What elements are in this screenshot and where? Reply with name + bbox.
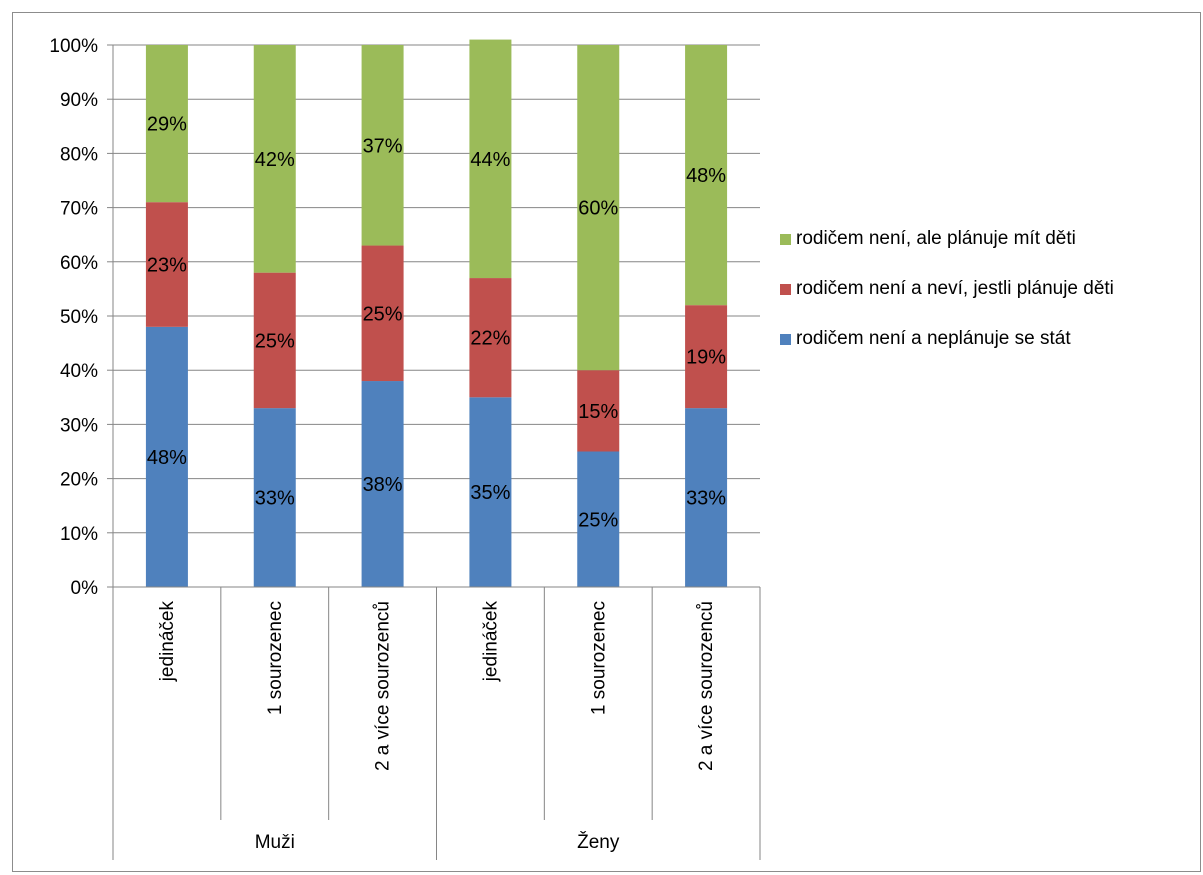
data-label: 19%: [686, 347, 726, 369]
legend-swatch: [780, 284, 791, 295]
x-category-label: jedináček: [157, 601, 178, 683]
x-category-label: jedináček: [480, 601, 501, 683]
y-tick-label: 70%: [60, 199, 98, 220]
x-axis-groups: Muži Ženy: [255, 831, 620, 853]
data-label: 25%: [578, 509, 618, 531]
data-label: 29%: [147, 114, 187, 136]
data-label: 48%: [686, 165, 726, 187]
bar-segment: [145, 202, 188, 327]
y-tick-label: 90%: [60, 90, 98, 111]
legend: rodičem není, ale plánuje mít děti rodiče…: [780, 225, 1190, 375]
data-label: 60%: [578, 198, 618, 220]
bar-segment: [253, 408, 296, 587]
data-labels: 48% 23% 29% 33% 25% 42% 38% 25% 37% 35% 22% 44% 25% 1…: [147, 114, 726, 532]
axes: [112, 45, 761, 860]
bar-segment: [577, 45, 620, 371]
y-tick-label: 60%: [60, 253, 98, 274]
bar-segment: [577, 370, 620, 452]
y-tick-label: 50%: [60, 307, 98, 328]
data-label: 22%: [470, 328, 510, 350]
data-label: 15%: [578, 401, 618, 423]
data-label: 33%: [686, 488, 726, 510]
bar-segment: [685, 408, 728, 587]
data-label: 33%: [255, 488, 295, 510]
y-tick-label: 0%: [71, 578, 99, 599]
legend-swatch: [780, 334, 791, 345]
data-label: 35%: [470, 482, 510, 504]
bar-segment: [361, 245, 404, 382]
data-label: 48%: [147, 447, 187, 469]
y-tick-label: 20%: [60, 470, 98, 491]
legend-label: rodičem není, ale plánuje mít děti: [796, 228, 1076, 249]
y-tick-label: 100%: [49, 36, 98, 57]
legend-swatch: [780, 234, 791, 245]
y-axis-ticks: 0% 10% 20% 30% 40% 50% 60% 70% 80% 90% 100%: [49, 36, 113, 599]
data-label: 37%: [363, 135, 403, 157]
legend-label: rodičem není a neví, jestli plánuje děti: [796, 278, 1114, 299]
y-tick-label: 10%: [60, 524, 98, 545]
data-label: 42%: [255, 149, 295, 171]
data-label: 25%: [363, 303, 403, 325]
data-label: 23%: [147, 255, 187, 277]
bar-segment: [577, 451, 620, 587]
data-label: 25%: [255, 330, 295, 352]
x-group-label: Muži: [255, 832, 295, 853]
x-category-label: 2 a více sourozenců: [696, 601, 717, 771]
bar-segment: [469, 39, 512, 279]
bars: [145, 39, 728, 587]
data-label: 44%: [470, 149, 510, 171]
x-category-label: 2 a více sourozenců: [373, 601, 394, 771]
y-tick-label: 40%: [60, 361, 98, 382]
x-category-label: 1 sourozenec: [588, 601, 609, 715]
x-category-label: 1 sourozenec: [265, 601, 286, 715]
bar-segment: [253, 45, 296, 273]
bar-segment: [253, 272, 296, 409]
bar-segment: [469, 278, 512, 398]
y-tick-label: 80%: [60, 144, 98, 165]
bar-segment: [685, 305, 728, 409]
bar-segment: [361, 45, 404, 246]
y-tick-label: 30%: [60, 415, 98, 436]
x-group-label: Ženy: [577, 831, 620, 853]
bar-segment: [685, 45, 728, 306]
bar-segment: [145, 45, 188, 203]
legend-item: rodičem není, ale plánuje mít děti: [780, 225, 1190, 252]
x-axis-categories: jedináček 1 sourozenec 2 a více sourozenců…: [157, 601, 717, 772]
legend-label: rodičem není a neplánuje se stát: [796, 328, 1071, 349]
gridlines: [113, 44, 760, 588]
legend-item: rodičem není a neplánuje se stát: [780, 325, 1190, 352]
data-label: 38%: [363, 474, 403, 496]
legend-item: rodičem není a neví, jestli plánuje děti: [780, 275, 1190, 302]
bar-segment: [469, 397, 512, 587]
bar-segment: [361, 381, 404, 587]
bar-segment: [145, 326, 188, 587]
